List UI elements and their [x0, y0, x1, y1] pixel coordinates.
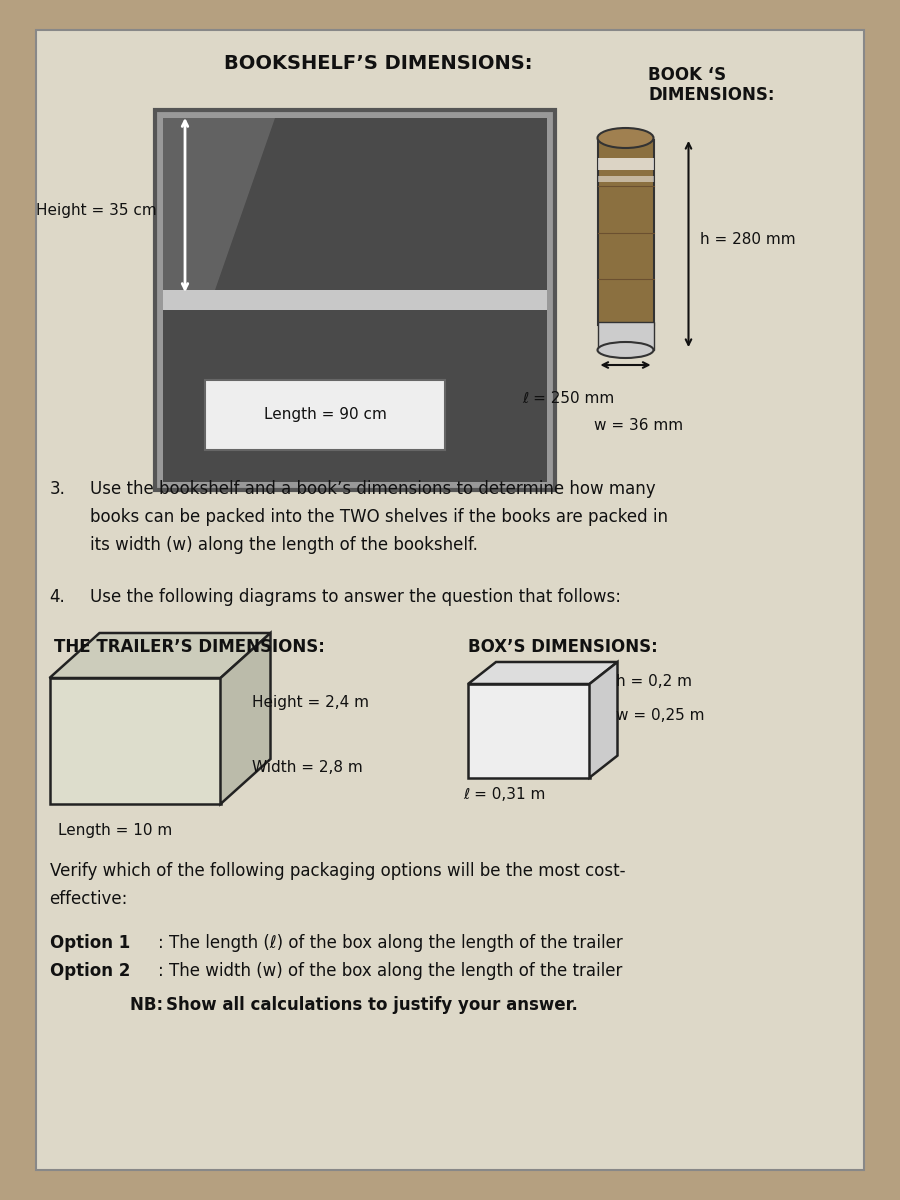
Text: Verify which of the following packaging options will be the most cost-: Verify which of the following packaging …	[50, 862, 625, 880]
Bar	[468, 684, 590, 778]
Text: : The length (ℓ) of the box along the length of the trailer: : The length (ℓ) of the box along the le…	[158, 934, 622, 952]
Bar	[50, 678, 220, 804]
Text: DIMENSIONS:: DIMENSIONS:	[648, 86, 775, 104]
Text: w = 0,25 m: w = 0,25 m	[616, 708, 705, 722]
Bar	[155, 110, 555, 118]
Bar	[598, 176, 653, 182]
Bar	[155, 290, 555, 310]
Bar	[205, 380, 445, 450]
Text: Option 2: Option 2	[50, 962, 130, 980]
Text: ℓ = 250 mm: ℓ = 250 mm	[522, 391, 614, 406]
Bar	[159, 310, 551, 486]
Text: h = 280 mm: h = 280 mm	[700, 233, 796, 247]
Text: BOX’S DIMENSIONS:: BOX’S DIMENSIONS:	[468, 638, 658, 656]
Bar	[598, 322, 653, 350]
Bar	[547, 110, 555, 490]
Text: Use the bookshelf and a book’s dimensions to determine how many: Use the bookshelf and a book’s dimension…	[90, 480, 655, 498]
Text: Height = 35 cm: Height = 35 cm	[36, 203, 157, 217]
Bar	[155, 110, 555, 490]
Text: Width = 2,8 m: Width = 2,8 m	[252, 761, 363, 775]
Bar	[155, 482, 555, 490]
Bar	[159, 114, 551, 298]
Text: NB:: NB:	[130, 996, 169, 1014]
Text: its width (w) along the length of the bookshelf.: its width (w) along the length of the bo…	[90, 536, 478, 554]
Text: Length = 90 cm: Length = 90 cm	[264, 408, 386, 422]
Polygon shape	[468, 662, 617, 684]
Bar	[598, 158, 653, 170]
Text: 4.: 4.	[50, 588, 65, 606]
Text: 3.: 3.	[50, 480, 66, 498]
Text: Height = 2,4 m: Height = 2,4 m	[252, 695, 369, 709]
Polygon shape	[220, 634, 271, 804]
Polygon shape	[50, 634, 271, 678]
Text: Option 1: Option 1	[50, 934, 130, 952]
Bar	[155, 110, 555, 490]
Polygon shape	[590, 662, 617, 778]
Text: Use the following diagrams to answer the question that follows:: Use the following diagrams to answer the…	[90, 588, 621, 606]
Text: effective:: effective:	[50, 889, 128, 907]
Text: BOOKSHELF’S DIMENSIONS:: BOOKSHELF’S DIMENSIONS:	[224, 54, 532, 73]
Bar	[155, 110, 163, 490]
Text: h = 0,2 m: h = 0,2 m	[616, 674, 692, 689]
Text: : The width (w) of the box along the length of the trailer: : The width (w) of the box along the len…	[158, 962, 622, 980]
Text: BOOK ‘S: BOOK ‘S	[648, 66, 726, 84]
Text: ℓ = 0,31 m: ℓ = 0,31 m	[464, 787, 546, 802]
Ellipse shape	[598, 128, 653, 148]
Polygon shape	[163, 118, 275, 290]
Bar	[598, 140, 653, 325]
Bar	[36, 30, 864, 1170]
Ellipse shape	[598, 342, 653, 358]
Text: Show all calculations to justify your answer.: Show all calculations to justify your an…	[166, 996, 579, 1014]
Text: Length = 10 m: Length = 10 m	[58, 823, 173, 838]
Text: THE TRAILER’S DIMENSIONS:: THE TRAILER’S DIMENSIONS:	[54, 638, 325, 656]
Text: w = 36 mm: w = 36 mm	[594, 418, 683, 432]
Text: books can be packed into the TWO shelves if the books are packed in: books can be packed into the TWO shelves…	[90, 508, 668, 526]
